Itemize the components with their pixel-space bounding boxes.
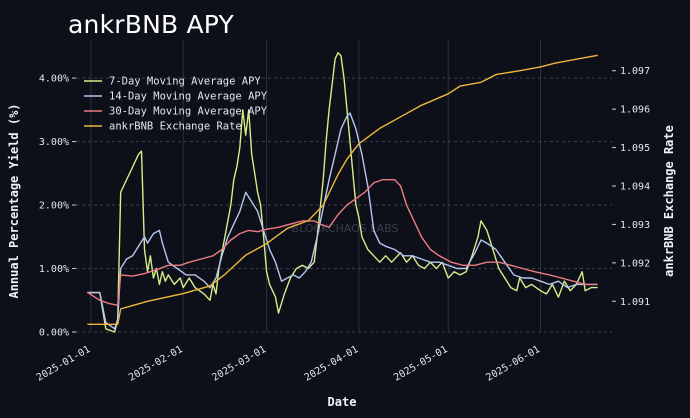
- y-right-tick-label: 1.093: [620, 220, 650, 231]
- y-axis-right-label: ankrBNB Exchange Rate: [662, 125, 676, 277]
- y-axis-left-label: Annual Percentage Yield (%): [7, 103, 21, 298]
- x-axis-label: Date: [328, 395, 357, 409]
- legend: 7-Day Moving Average APY 14-Day Moving Av…: [84, 76, 268, 133]
- y-left-tick-label: 1.00%: [39, 264, 69, 275]
- y-right-tick-label: 1.096: [620, 105, 650, 116]
- y-left-tick-label: 3.00%: [39, 137, 69, 148]
- y-left-tick-label: 2.00%: [39, 201, 69, 212]
- y-left-tick-label: 0.00%: [39, 328, 69, 339]
- x-tick-label: 2025-06-01: [484, 344, 542, 384]
- legend-label: 7-Day Moving Average APY: [109, 76, 261, 88]
- y-right-tick-label: 1.095: [620, 143, 650, 154]
- y-right-tick-label: 1.097: [620, 66, 650, 77]
- series-line-ankrbnb-exchange-rate: [87, 54, 598, 325]
- y-right-tick-label: 1.092: [620, 258, 650, 269]
- x-tick-label: 2025-04-01: [303, 344, 361, 384]
- x-tick-label: 2025-03-01: [210, 344, 268, 384]
- series-line-30-day-moving-average-apy: [87, 178, 598, 306]
- legend-label: 14-Day Moving Average APY: [109, 91, 268, 103]
- watermark: BLOCKCHAOS LABS: [292, 222, 399, 235]
- x-tick-label: 2025-01-01: [35, 344, 93, 384]
- legend-label: 30-Day Moving Average APY: [109, 106, 268, 118]
- x-tick-label: 2025-05-01: [392, 344, 450, 384]
- y-right-tick-label: 1.094: [620, 182, 650, 193]
- y-right-tick-label: 1.091: [620, 297, 650, 308]
- legend-label: ankrBNB Exchange Rate: [109, 121, 242, 133]
- y-left-tick-label: 4.00%: [39, 74, 69, 85]
- x-tick-label: 2025-02-01: [127, 344, 185, 384]
- page-title: ankrBNB APY: [68, 10, 234, 39]
- series-line-14-day-moving-average-apy: [87, 112, 598, 330]
- series-layer: [87, 52, 598, 333]
